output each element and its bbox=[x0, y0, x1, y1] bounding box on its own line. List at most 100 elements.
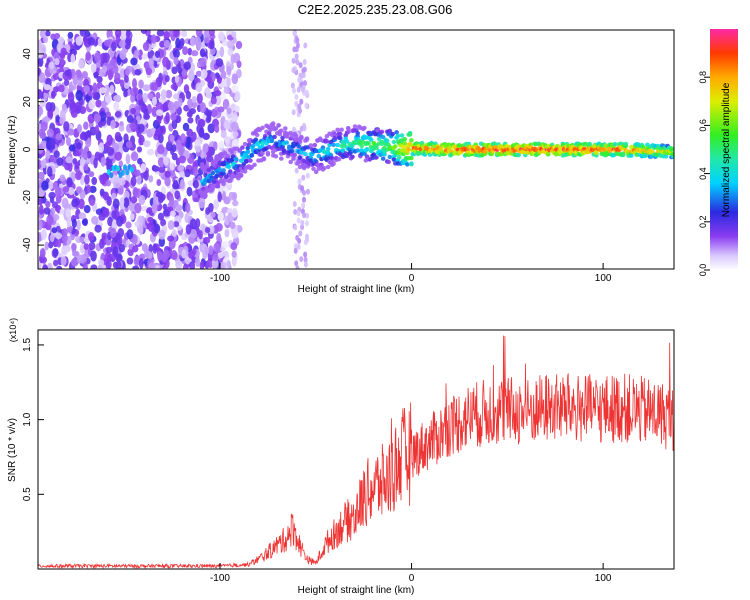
spectrogram-cell bbox=[119, 49, 127, 60]
spectrogram-cell bbox=[167, 235, 175, 242]
spectrogram-cell bbox=[99, 238, 105, 249]
spectrogram-cell bbox=[65, 156, 73, 164]
spectrogram-cell bbox=[75, 89, 83, 101]
spectrogram-cell bbox=[199, 102, 207, 114]
spectrogram-cell bbox=[185, 90, 192, 100]
spectrogram-cell bbox=[188, 70, 195, 82]
spectrogram-cell bbox=[38, 198, 43, 206]
spectrogram-cell bbox=[206, 167, 212, 173]
spectrogram-cell bbox=[173, 57, 179, 66]
spectrogram-cell bbox=[162, 56, 170, 68]
spectrogram-cell bbox=[156, 115, 162, 125]
spectrogram-cell bbox=[183, 168, 191, 178]
spectrogram-cell bbox=[162, 208, 170, 217]
spectrogram-cell bbox=[142, 42, 150, 51]
spectrogram-cell bbox=[226, 164, 232, 169]
spectrogram-cell bbox=[123, 197, 130, 208]
spectrogram-cell bbox=[225, 153, 230, 159]
spectrogram-cell bbox=[53, 150, 60, 159]
spectrogram-cell bbox=[217, 76, 222, 84]
spectrogram-cell bbox=[294, 53, 299, 60]
spectrogram-cell bbox=[83, 204, 91, 214]
spectrogram-cell bbox=[79, 132, 85, 141]
spectrogram-cell bbox=[194, 256, 201, 268]
colorbar-tick-label: 0.8 bbox=[698, 71, 708, 84]
spectrogram-cell bbox=[56, 265, 63, 269]
x-tick-label: 100 bbox=[595, 273, 612, 284]
spectrogram-cell bbox=[222, 98, 230, 110]
spectrogram-cell bbox=[195, 82, 203, 93]
spectrogram-cell bbox=[46, 128, 54, 138]
spectrogram-cell bbox=[48, 61, 55, 70]
spectrogram-cell bbox=[157, 250, 163, 261]
spectrogram-cell bbox=[51, 227, 58, 234]
spectrogram-cell bbox=[44, 241, 49, 251]
spectrogram-cell bbox=[109, 84, 115, 95]
spectrogram-cell bbox=[92, 82, 98, 94]
spectrogram-cell bbox=[47, 166, 53, 177]
spectrogram-cell bbox=[66, 216, 72, 228]
spectrogram-cell bbox=[184, 256, 191, 265]
spectrogram-cell bbox=[157, 157, 165, 168]
spectrogram-cell bbox=[181, 69, 188, 77]
spectrogram-cell bbox=[217, 31, 225, 41]
spectrogram-cell bbox=[148, 262, 156, 269]
spectrogram-cell bbox=[291, 109, 296, 116]
spectrogram-cell bbox=[301, 67, 306, 74]
spectrogram-cell bbox=[65, 208, 72, 219]
spectrogram-cell bbox=[160, 252, 168, 263]
spectrogram-cell bbox=[158, 195, 164, 204]
spectrogram-cell bbox=[133, 87, 139, 95]
spectrogram-cell bbox=[49, 138, 56, 149]
spectrogram-cell bbox=[99, 174, 107, 185]
spectrogram-cell bbox=[296, 243, 301, 250]
spectrogram-cell bbox=[88, 99, 96, 110]
spectrogram-cell bbox=[86, 184, 91, 194]
spectrogram-cell bbox=[177, 164, 185, 172]
y-tick-label: 1.0 bbox=[22, 412, 33, 426]
spectrogram-cell bbox=[240, 145, 245, 150]
spectrogram-cell bbox=[331, 142, 336, 147]
spectrogram-cell bbox=[59, 109, 66, 120]
spectrogram-cell bbox=[56, 157, 64, 166]
spectrogram-cell bbox=[158, 133, 164, 144]
spectrogram-cell bbox=[132, 78, 137, 90]
spectrogram-cell bbox=[144, 248, 150, 258]
spectrogram-cell bbox=[130, 195, 138, 204]
spectrogram-cell bbox=[182, 263, 189, 269]
spectrogram-cell bbox=[173, 221, 180, 228]
spectrogram-cell bbox=[304, 233, 309, 240]
spectrogram-cell bbox=[136, 131, 142, 138]
spectrogram-cell bbox=[210, 186, 216, 191]
spectrogram-cell bbox=[46, 262, 53, 269]
spectrogram-cell bbox=[641, 144, 646, 150]
spectrogram-cell bbox=[172, 30, 180, 38]
spectrogram-cell bbox=[142, 84, 151, 92]
spectrogram-cell bbox=[48, 180, 54, 190]
spectrogram-cell bbox=[329, 156, 335, 161]
spectrogram-cell bbox=[395, 133, 401, 138]
spectrogram-cell bbox=[195, 70, 203, 77]
spectrogram-cell bbox=[364, 147, 370, 152]
spectrogram-cell bbox=[124, 39, 131, 50]
spectrogram-cell bbox=[290, 82, 295, 89]
spectrogram-cell bbox=[160, 89, 167, 100]
spectrogram-cell bbox=[292, 152, 298, 158]
spectrogram-cell bbox=[52, 181, 58, 191]
spectrogram-cell bbox=[142, 92, 148, 103]
spectrogram-cell bbox=[301, 174, 306, 181]
spectrogram-cell bbox=[61, 103, 67, 111]
spectrogram-cell bbox=[151, 34, 157, 44]
spectrogram-cell bbox=[359, 143, 365, 149]
spectrogram-cell bbox=[143, 113, 151, 120]
spectrogram-cell bbox=[38, 232, 42, 243]
spectrogram-cell bbox=[221, 240, 230, 248]
spectrogram-cell bbox=[220, 91, 226, 101]
spectrogram-cell bbox=[289, 148, 295, 154]
spectrogram-cell bbox=[214, 173, 220, 179]
spectrogram-cell bbox=[206, 75, 213, 83]
spectrogram-cell bbox=[43, 90, 49, 101]
spectrogram-cell bbox=[288, 159, 294, 165]
spectrogram-cell bbox=[133, 49, 140, 57]
spectrogram-cell bbox=[386, 159, 391, 165]
